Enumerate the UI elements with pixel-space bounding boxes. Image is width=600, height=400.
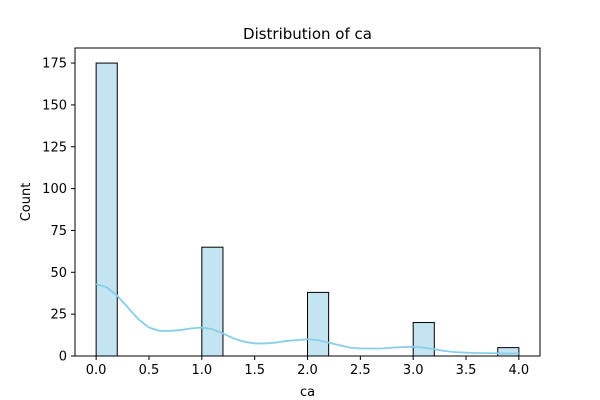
y-tick-label: 0 — [59, 350, 67, 365]
y-tick-label: 125 — [42, 140, 67, 155]
y-axis: 0 25 50 75 100 125 150 175 — [42, 57, 75, 365]
y-tick-label: 100 — [42, 182, 67, 197]
histogram-bar — [95, 62, 118, 357]
histogram-bar — [412, 322, 435, 357]
y-tick-label: 75 — [50, 224, 67, 239]
y-tick-label: 150 — [42, 98, 67, 113]
x-tick-label: 3.5 — [456, 363, 477, 378]
x-axis: 0.0 0.5 1.0 1.5 2.0 2.5 3.0 3.5 4.0 — [86, 356, 529, 378]
x-tick-label: 2.0 — [297, 363, 318, 378]
x-tick-label: 0.0 — [86, 363, 107, 378]
y-axis-label: Count — [19, 183, 34, 222]
x-tick-label: 3.0 — [403, 363, 424, 378]
histogram-bar — [307, 291, 330, 357]
x-tick-label: 4.0 — [509, 363, 530, 378]
y-tick-label: 50 — [50, 266, 67, 281]
y-tick-label: 25 — [50, 308, 67, 323]
x-tick-label: 0.5 — [139, 363, 160, 378]
x-axis-label: ca — [300, 385, 315, 400]
y-tick-label: 175 — [42, 57, 67, 72]
kde-line — [95, 283, 519, 355]
bars-group — [95, 62, 520, 357]
x-tick-label: 1.0 — [191, 363, 212, 378]
x-tick-label: 1.5 — [244, 363, 265, 378]
histogram-bar — [497, 347, 520, 357]
x-tick-label: 2.5 — [350, 363, 371, 378]
histogram-bar — [201, 246, 224, 357]
chart-title: Distribution of ca — [243, 25, 372, 43]
